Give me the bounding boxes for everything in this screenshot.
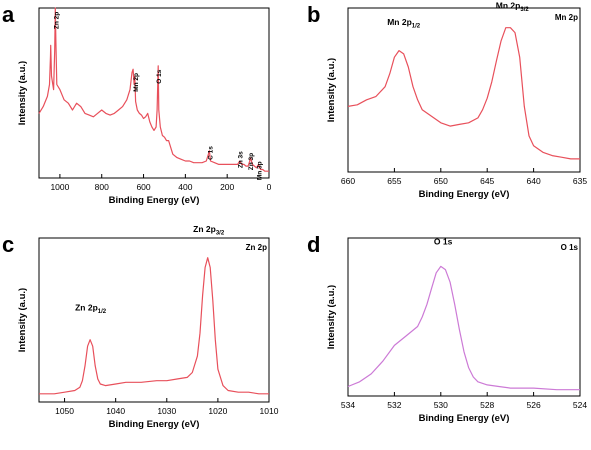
x-tick-label: 1050 — [55, 406, 74, 416]
peak-label: O 1s — [434, 237, 453, 247]
panel-letter: a — [2, 2, 15, 27]
x-tick-label: 640 — [527, 176, 541, 186]
peak-label-sub: 1/2 — [98, 309, 107, 315]
series-line — [38, 7, 269, 172]
peak-label: Zn 2p3/2 — [193, 224, 225, 237]
x-tick-label: 1030 — [157, 406, 176, 416]
peak-label: O 1s — [156, 69, 163, 83]
peak-label-main: O 1s — [434, 237, 453, 247]
x-tick-label: 534 — [341, 400, 355, 410]
x-tick-label: 526 — [527, 400, 541, 410]
series-line — [347, 265, 580, 391]
panel-a: a 1000 800 600 400 200 0 Binding Energy (eV) Int… — [2, 2, 272, 206]
peak-label: Mn 3p — [257, 161, 264, 180]
y-axis-label: Intensity (a.u.) — [326, 58, 337, 122]
x-axis-label: Binding Energy (eV) — [419, 189, 510, 200]
x-tick-label: 1020 — [208, 406, 227, 416]
x-tick-label: 800 — [95, 182, 109, 192]
panel-letter: c — [2, 232, 14, 257]
plot-frame — [38, 237, 270, 403]
x-tick-label: 645 — [480, 176, 494, 186]
peak-label: Mn 2p1/2 — [387, 17, 421, 30]
x-tick-label: 200 — [220, 182, 234, 192]
x-tick-label: 635 — [573, 176, 587, 186]
x-tick-label: 524 — [573, 400, 587, 410]
x-tick-label: 400 — [178, 182, 192, 192]
panel-b: b 660 655 650 645 640 635 Binding Energy (eV) In… — [307, 1, 587, 200]
peak-label-main: Zn 2p — [75, 303, 98, 313]
panel-title: Zn 2p — [246, 243, 267, 252]
x-tick-label: 650 — [434, 176, 448, 186]
peak-label: Zn 3s — [238, 151, 245, 168]
x-axis-label: Binding Energy (eV) — [109, 419, 200, 430]
series-line — [39, 257, 269, 395]
x-tick-label: 1000 — [50, 182, 69, 192]
x-tick-label: 530 — [434, 400, 448, 410]
panel-letter: d — [307, 232, 320, 257]
x-tick-label: 660 — [341, 176, 355, 186]
plot-frame — [38, 7, 270, 179]
series-line — [347, 27, 580, 160]
peak-label: Zn 2p1/2 — [75, 303, 107, 316]
peak-label-sub: 3/2 — [520, 7, 529, 13]
x-axis-label: Binding Energy (eV) — [419, 413, 510, 424]
peak-label-sub: 3/2 — [216, 231, 225, 237]
x-tick-label: 0 — [267, 182, 272, 192]
panel-d: d 534 532 530 528 526 524 Binding Energy (eV) In… — [307, 232, 587, 424]
x-axis-label: Binding Energy (eV) — [109, 195, 200, 206]
panel-title: Mn 2p — [555, 13, 578, 22]
y-axis-label: Intensity (a.u.) — [17, 288, 28, 352]
panel-letter: b — [307, 2, 320, 27]
x-tick-label: 600 — [136, 182, 150, 192]
peak-label: Zn 2p — [53, 12, 60, 29]
x-tick-label: 655 — [387, 176, 401, 186]
peak-label-main: Mn 2p — [387, 17, 412, 27]
x-tick-label: 1010 — [260, 406, 279, 416]
y-axis-label: Intensity (a.u.) — [326, 285, 337, 349]
plot-frame — [347, 237, 581, 397]
peak-label-sub: 1/2 — [412, 23, 421, 29]
x-tick-label: 528 — [480, 400, 494, 410]
peak-label-main: Zn 2p — [193, 224, 216, 234]
peak-label: C 1s — [207, 146, 214, 160]
x-tick-label: 532 — [387, 400, 401, 410]
panel-title: O 1s — [561, 243, 579, 252]
peak-label: Mn 2p3/2 — [496, 1, 530, 14]
y-axis-label: Intensity (a.u.) — [17, 61, 28, 125]
plot-frame — [347, 7, 581, 173]
peak-label: Zn 3p — [248, 153, 255, 170]
panel-c: c 1050 1040 1030 1020 1010 Binding Energy (eV)… — [2, 224, 279, 430]
peak-label: Mn 2p — [133, 73, 140, 92]
peak-label-main: Mn 2p — [496, 1, 521, 11]
x-tick-label: 1040 — [106, 406, 125, 416]
